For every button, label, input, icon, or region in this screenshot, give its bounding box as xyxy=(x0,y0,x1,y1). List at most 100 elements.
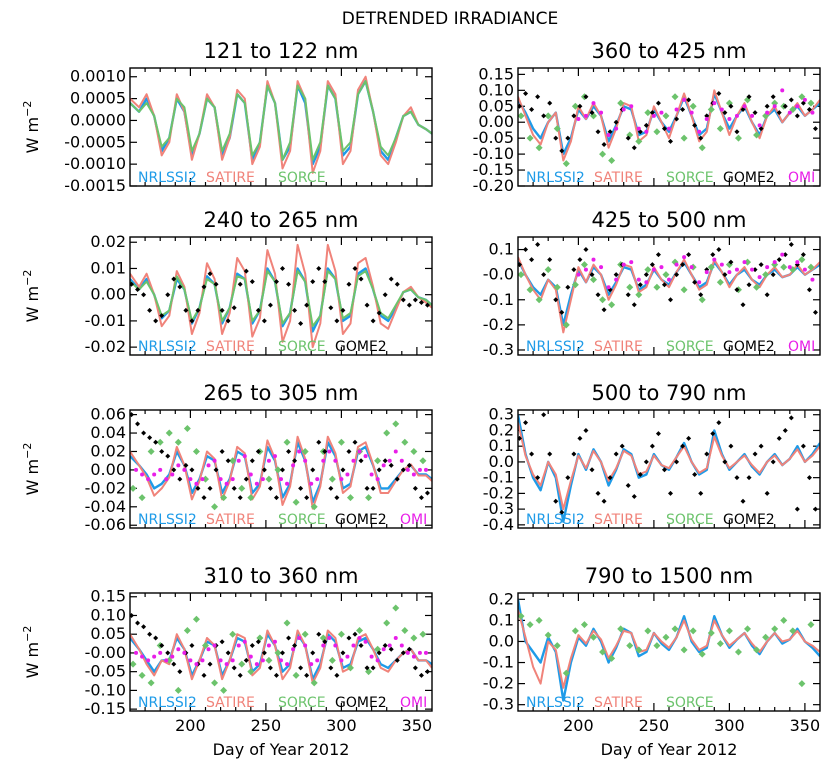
point-sorce xyxy=(247,494,255,502)
point-omi xyxy=(614,277,619,282)
point-sorce xyxy=(274,649,282,657)
point-gome2 xyxy=(298,321,304,327)
point-gome2 xyxy=(788,97,794,103)
y-tick-label: -0.10 xyxy=(85,680,126,699)
y-tick-label: 0.1 xyxy=(489,240,514,259)
legend-sorce: SORCE xyxy=(666,512,714,528)
point-omi xyxy=(621,107,626,112)
point-gome2 xyxy=(171,661,177,667)
legend-sorce: SORCE xyxy=(666,170,714,186)
point-sorce xyxy=(562,160,570,168)
point-gome2 xyxy=(674,116,680,122)
point-omi xyxy=(411,654,416,659)
point-gome2 xyxy=(322,448,328,454)
point-gome2 xyxy=(165,453,171,459)
legend-gome2: GOME2 xyxy=(335,695,387,711)
point-gome2 xyxy=(261,650,267,656)
y-tick-label: 0.0000 xyxy=(70,110,126,129)
point-gome2 xyxy=(643,272,649,278)
point-omi xyxy=(224,662,229,667)
y-tick-label: 0.2 xyxy=(489,420,514,439)
point-sorce xyxy=(644,109,652,117)
point-gome2 xyxy=(394,476,400,482)
point-sorce xyxy=(202,641,209,649)
point-gome2 xyxy=(692,279,698,285)
point-omi xyxy=(583,113,588,118)
point-omi xyxy=(206,463,211,468)
point-omi xyxy=(780,88,785,93)
point-gome2 xyxy=(523,420,529,426)
x-tick-label: 200 xyxy=(563,716,594,735)
point-sorce xyxy=(680,134,688,142)
point-sorce xyxy=(689,102,697,110)
point-gome2 xyxy=(322,279,328,285)
y-tick-label: -0.06 xyxy=(85,515,126,534)
y-tick-label: -0.2 xyxy=(483,315,514,334)
point-sorce xyxy=(265,656,273,664)
point-sorce xyxy=(192,447,200,455)
legend-satire: SATIRE xyxy=(594,170,643,186)
point-sorce xyxy=(544,266,552,274)
y-tick-label: 0.10 xyxy=(90,605,126,624)
y-tick-label: 0.1 xyxy=(489,610,514,629)
legend-omi: OMI xyxy=(788,339,815,355)
point-gome2 xyxy=(364,302,370,308)
point-gome2 xyxy=(159,448,165,454)
point-gome2 xyxy=(674,272,680,278)
point-sorce xyxy=(535,296,543,304)
point-omi xyxy=(621,262,626,267)
plot-frame xyxy=(129,592,433,712)
legend-sorce: SORCE xyxy=(666,339,714,355)
series-nrlssi2-line xyxy=(518,259,820,327)
point-sorce xyxy=(283,619,291,627)
point-sorce xyxy=(617,99,625,107)
y-tick-label: 0.2 xyxy=(489,589,514,608)
point-gome2 xyxy=(280,650,286,656)
point-gome2 xyxy=(292,307,298,313)
point-omi xyxy=(606,132,611,137)
y-tick-label: -0.15 xyxy=(473,160,514,179)
point-gome2 xyxy=(589,467,595,473)
y-tick-label: -0.01 xyxy=(85,311,126,330)
point-gome2 xyxy=(243,657,249,663)
point-omi xyxy=(218,477,223,482)
point-gome2 xyxy=(698,135,704,141)
point-gome2 xyxy=(806,475,812,481)
point-sorce xyxy=(680,646,688,654)
point-sorce xyxy=(662,271,670,279)
point-sorce xyxy=(698,144,706,152)
point-gome2 xyxy=(553,498,559,504)
point-gome2 xyxy=(704,113,710,119)
point-sorce xyxy=(635,646,643,654)
series-group xyxy=(518,242,820,334)
point-gome2 xyxy=(740,498,746,504)
point-gome2 xyxy=(764,490,770,496)
y-tick-label: 0.3 xyxy=(489,405,514,424)
point-gome2 xyxy=(541,272,547,278)
panel-8: 790 to 1500 nm -0.3 -0.2 -0.1 0.0 0.1 0.2 200 25… xyxy=(483,564,821,759)
figure-title: DETRENDED IRRADIANCE xyxy=(342,9,558,29)
x-tick-label: 350 xyxy=(402,716,433,735)
point-gome2 xyxy=(376,467,382,473)
point-omi xyxy=(158,650,163,655)
point-gome2 xyxy=(261,467,267,473)
panel-1: 121 to 122 nm -0.0015 -0.0010 -0.0005 0.0000… xyxy=(21,39,433,195)
plot-frame xyxy=(129,236,433,356)
legend-satire: SATIRE xyxy=(206,170,255,186)
point-sorce xyxy=(707,629,715,637)
point-gome2 xyxy=(559,509,565,515)
point-sorce xyxy=(392,604,400,612)
point-gome2 xyxy=(571,113,577,119)
y-tick-label: -0.0 xyxy=(483,265,514,284)
point-gome2 xyxy=(412,665,418,671)
point-omi xyxy=(795,104,800,109)
point-gome2 xyxy=(141,292,147,298)
point-gome2 xyxy=(388,646,394,652)
point-omi xyxy=(146,658,151,663)
point-omi xyxy=(599,110,604,115)
point-gome2 xyxy=(571,267,577,273)
point-gome2 xyxy=(280,265,286,271)
series-group xyxy=(130,412,432,511)
point-gome2 xyxy=(177,476,183,482)
point-gome2 xyxy=(406,646,412,652)
